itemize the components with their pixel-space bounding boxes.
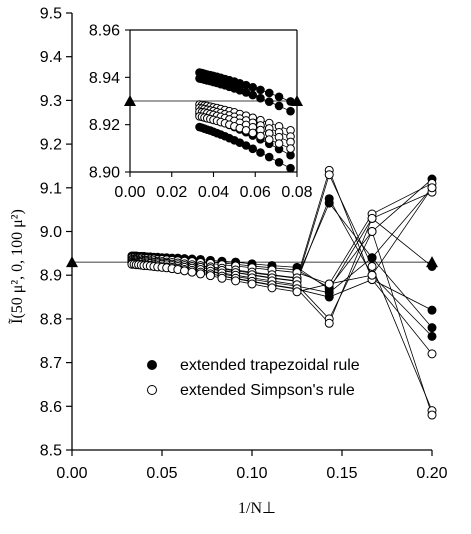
main-data-point [187, 267, 197, 277]
main-data-point [292, 287, 302, 297]
main-data-point [196, 269, 206, 279]
main-data-point [427, 305, 437, 315]
x-tick-label: 0.10 [236, 465, 267, 482]
main-data-point [247, 279, 257, 289]
main-data-point [180, 266, 189, 276]
inset-data-point [264, 152, 274, 162]
inset-data-point [248, 90, 258, 100]
inset-data-point [256, 93, 265, 103]
x-axis-title: 1/N⊥ [238, 500, 276, 517]
main-data-point [205, 271, 215, 281]
legend-filled-circle-marker [147, 360, 157, 370]
inset-x-tick-label: 0.06 [240, 184, 271, 201]
inset-data-point [256, 131, 265, 141]
y-tick-label: 8.6 [40, 399, 62, 416]
main-data-point [217, 273, 227, 283]
inset-data-point [274, 101, 284, 111]
inset-x-tick-label: 0.04 [198, 184, 229, 201]
y-axis-title: Ĩ(50 μ², 0, 100 μ²) [8, 209, 26, 324]
y-tick-label: 8.9 [40, 268, 62, 285]
main-data-point [367, 227, 377, 236]
main-data-point [367, 213, 377, 223]
inset-y-tick-label: 8.94 [89, 70, 120, 87]
inset-data-point [264, 97, 274, 107]
inset-data-point [256, 85, 265, 95]
main-data-point [231, 276, 241, 286]
x-tick-label: 0.15 [326, 465, 357, 482]
inset-data-point [274, 158, 284, 167]
main-data-point [367, 253, 377, 263]
legend-label: extended trapezoidal rule [180, 357, 360, 374]
main-data-point [324, 318, 334, 328]
inset-reference-triangle-marker [291, 95, 303, 106]
main-data-point [427, 410, 437, 420]
main-data-point [324, 194, 334, 204]
y-tick-label: 8.7 [40, 355, 62, 372]
main-data-point [324, 279, 334, 289]
inset-x-tick-label: 0.08 [281, 184, 312, 201]
inset-data-point [241, 141, 251, 150]
inset-data-point [286, 106, 295, 116]
main-data-point [427, 349, 437, 359]
y-tick-label: 9.5 [40, 6, 62, 23]
x-tick-label: 0.00 [56, 465, 87, 482]
inset-y-tick-label: 8.92 [89, 117, 120, 134]
y-tick-label: 9.2 [40, 137, 62, 154]
y-tick-label: 9.4 [40, 49, 62, 66]
inset-x-tick-label: 0.02 [156, 184, 187, 201]
x-tick-label: 0.20 [416, 465, 447, 482]
y-tick-label: 9.0 [40, 224, 62, 241]
y-tick-label: 8.8 [40, 311, 62, 328]
main-data-point [427, 183, 437, 193]
inset-y-tick-label: 8.96 [89, 23, 120, 40]
legend-label: extended Simpson's rule [180, 382, 355, 399]
main-data-point [267, 283, 277, 293]
main-data-point [367, 270, 377, 280]
y-tick-label: 9.1 [40, 180, 62, 197]
main-data-point [427, 323, 437, 333]
inset-data-point [248, 82, 258, 92]
inset-data-point [248, 144, 258, 154]
reference-triangle-marker [66, 256, 78, 268]
main-data-point [367, 261, 377, 271]
inset-x-tick-label: 0.00 [114, 184, 145, 201]
inset-data-point [286, 163, 295, 173]
legend-open-circle-marker [147, 385, 157, 395]
x-tick-label: 0.05 [146, 465, 177, 482]
inset-y-tick-label: 8.90 [89, 165, 120, 182]
main-data-point [427, 331, 437, 341]
inset-data-point [264, 88, 274, 98]
reference-triangle-marker [426, 256, 438, 268]
inset-data-point [256, 148, 265, 157]
inset-data-point [264, 135, 274, 144]
inset-data-point [248, 128, 258, 138]
inset-reference-triangle-marker [124, 95, 136, 106]
inset-data-point [274, 92, 284, 102]
y-tick-label: 9.3 [40, 93, 62, 110]
main-data-point [324, 170, 334, 180]
inset-data-point [274, 139, 284, 148]
main-series-line [131, 173, 433, 411]
main-data-point [324, 292, 334, 302]
inset-data-point [286, 144, 295, 153]
y-tick-label: 8.5 [40, 443, 62, 460]
